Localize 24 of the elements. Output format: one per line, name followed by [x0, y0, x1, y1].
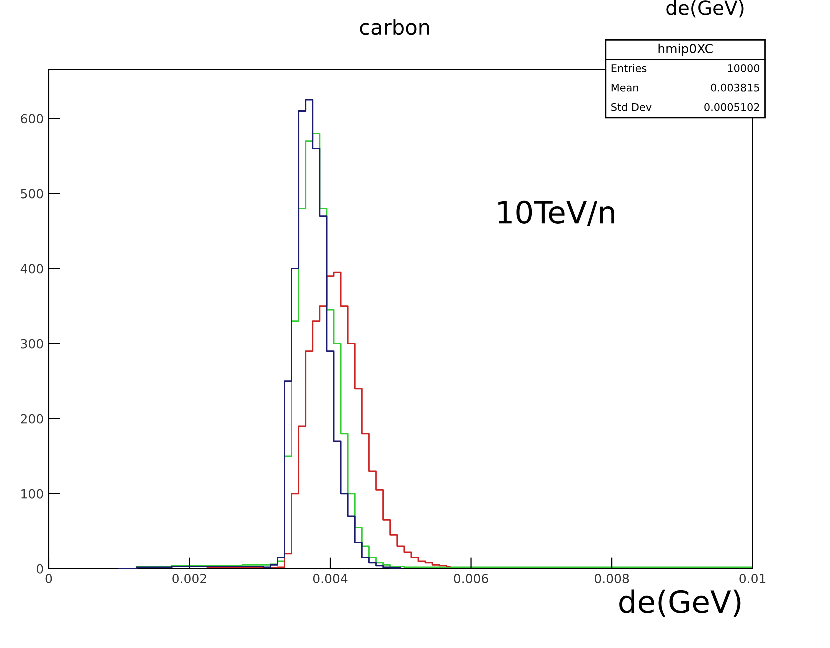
y-tick-label: 100 — [22, 489, 44, 499]
y-tick-label: 500 — [21, 189, 44, 199]
x-tick-label: 0.004 — [313, 574, 348, 584]
y-tick-label: 300 — [21, 339, 44, 349]
x-tick-label: 0.006 — [454, 574, 488, 584]
annotation: Entries — [612, 64, 647, 72]
annotation: 10000 — [728, 64, 760, 72]
annotation: 10TeV/n — [498, 200, 614, 226]
x-tick-label: 0.002 — [172, 574, 206, 584]
x-tick-label: 0.008 — [594, 574, 630, 584]
y-tick-label: 0 — [36, 564, 44, 574]
annotation: 0.003815 — [711, 84, 760, 92]
text: de(GeV) — [666, 0, 744, 18]
y-tick-label: 400 — [20, 264, 44, 274]
annotation: 0.0005102 — [704, 103, 760, 112]
y-tick-label: 200 — [21, 414, 44, 424]
chart-title: carbon — [360, 19, 430, 36]
x-tick-label: 0 — [46, 574, 52, 584]
y-tick-label: 600 — [21, 114, 44, 124]
annotation: Std Dev — [612, 103, 652, 112]
text: hmip0XC — [658, 44, 713, 56]
x-axis-title: de(GeV) — [620, 590, 741, 618]
x-tick-label: 0.01 — [740, 574, 766, 584]
annotation: Mean — [612, 84, 638, 92]
